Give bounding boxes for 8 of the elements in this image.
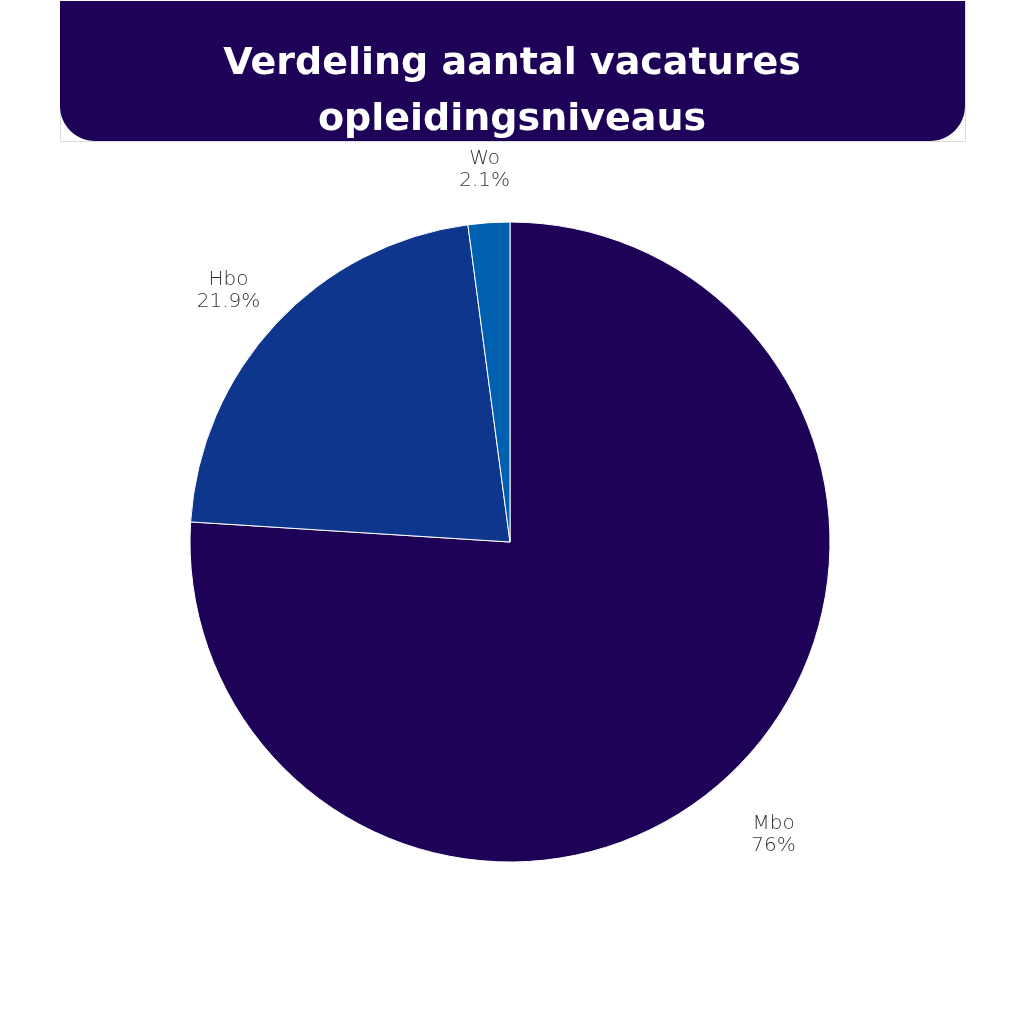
data-label: 76% <box>751 831 796 856</box>
slice-label: Hbo <box>208 266 249 291</box>
data-label: 2.1% <box>459 166 511 191</box>
pie-slice <box>190 221 831 863</box>
chart-title: Verdeling aantal vacatures opleidingsniveaus <box>223 39 801 139</box>
slice-label: Wo <box>469 144 501 169</box>
slice-label: Mbo <box>752 809 795 834</box>
data-label: 21.9% <box>196 288 261 313</box>
